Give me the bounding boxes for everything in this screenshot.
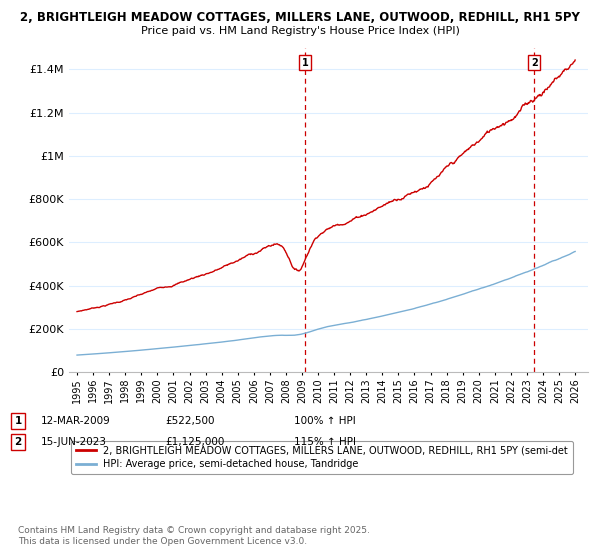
Legend: 2, BRIGHTLEIGH MEADOW COTTAGES, MILLERS LANE, OUTWOOD, REDHILL, RH1 5PY (semi-de: 2, BRIGHTLEIGH MEADOW COTTAGES, MILLERS … <box>71 441 573 474</box>
Text: Contains HM Land Registry data © Crown copyright and database right 2025.
This d: Contains HM Land Registry data © Crown c… <box>18 526 370 546</box>
Text: 1: 1 <box>14 416 22 426</box>
Text: Price paid vs. HM Land Registry's House Price Index (HPI): Price paid vs. HM Land Registry's House … <box>140 26 460 36</box>
Text: 2: 2 <box>14 437 22 447</box>
Text: 2: 2 <box>531 58 538 68</box>
Text: 15-JUN-2023: 15-JUN-2023 <box>41 437 107 447</box>
Text: 2, BRIGHTLEIGH MEADOW COTTAGES, MILLERS LANE, OUTWOOD, REDHILL, RH1 5PY: 2, BRIGHTLEIGH MEADOW COTTAGES, MILLERS … <box>20 11 580 24</box>
Text: £522,500: £522,500 <box>165 416 215 426</box>
Text: 115% ↑ HPI: 115% ↑ HPI <box>294 437 356 447</box>
Text: 12-MAR-2009: 12-MAR-2009 <box>41 416 110 426</box>
Text: 100% ↑ HPI: 100% ↑ HPI <box>294 416 356 426</box>
Text: 1: 1 <box>302 58 308 68</box>
Text: £1,125,000: £1,125,000 <box>165 437 224 447</box>
